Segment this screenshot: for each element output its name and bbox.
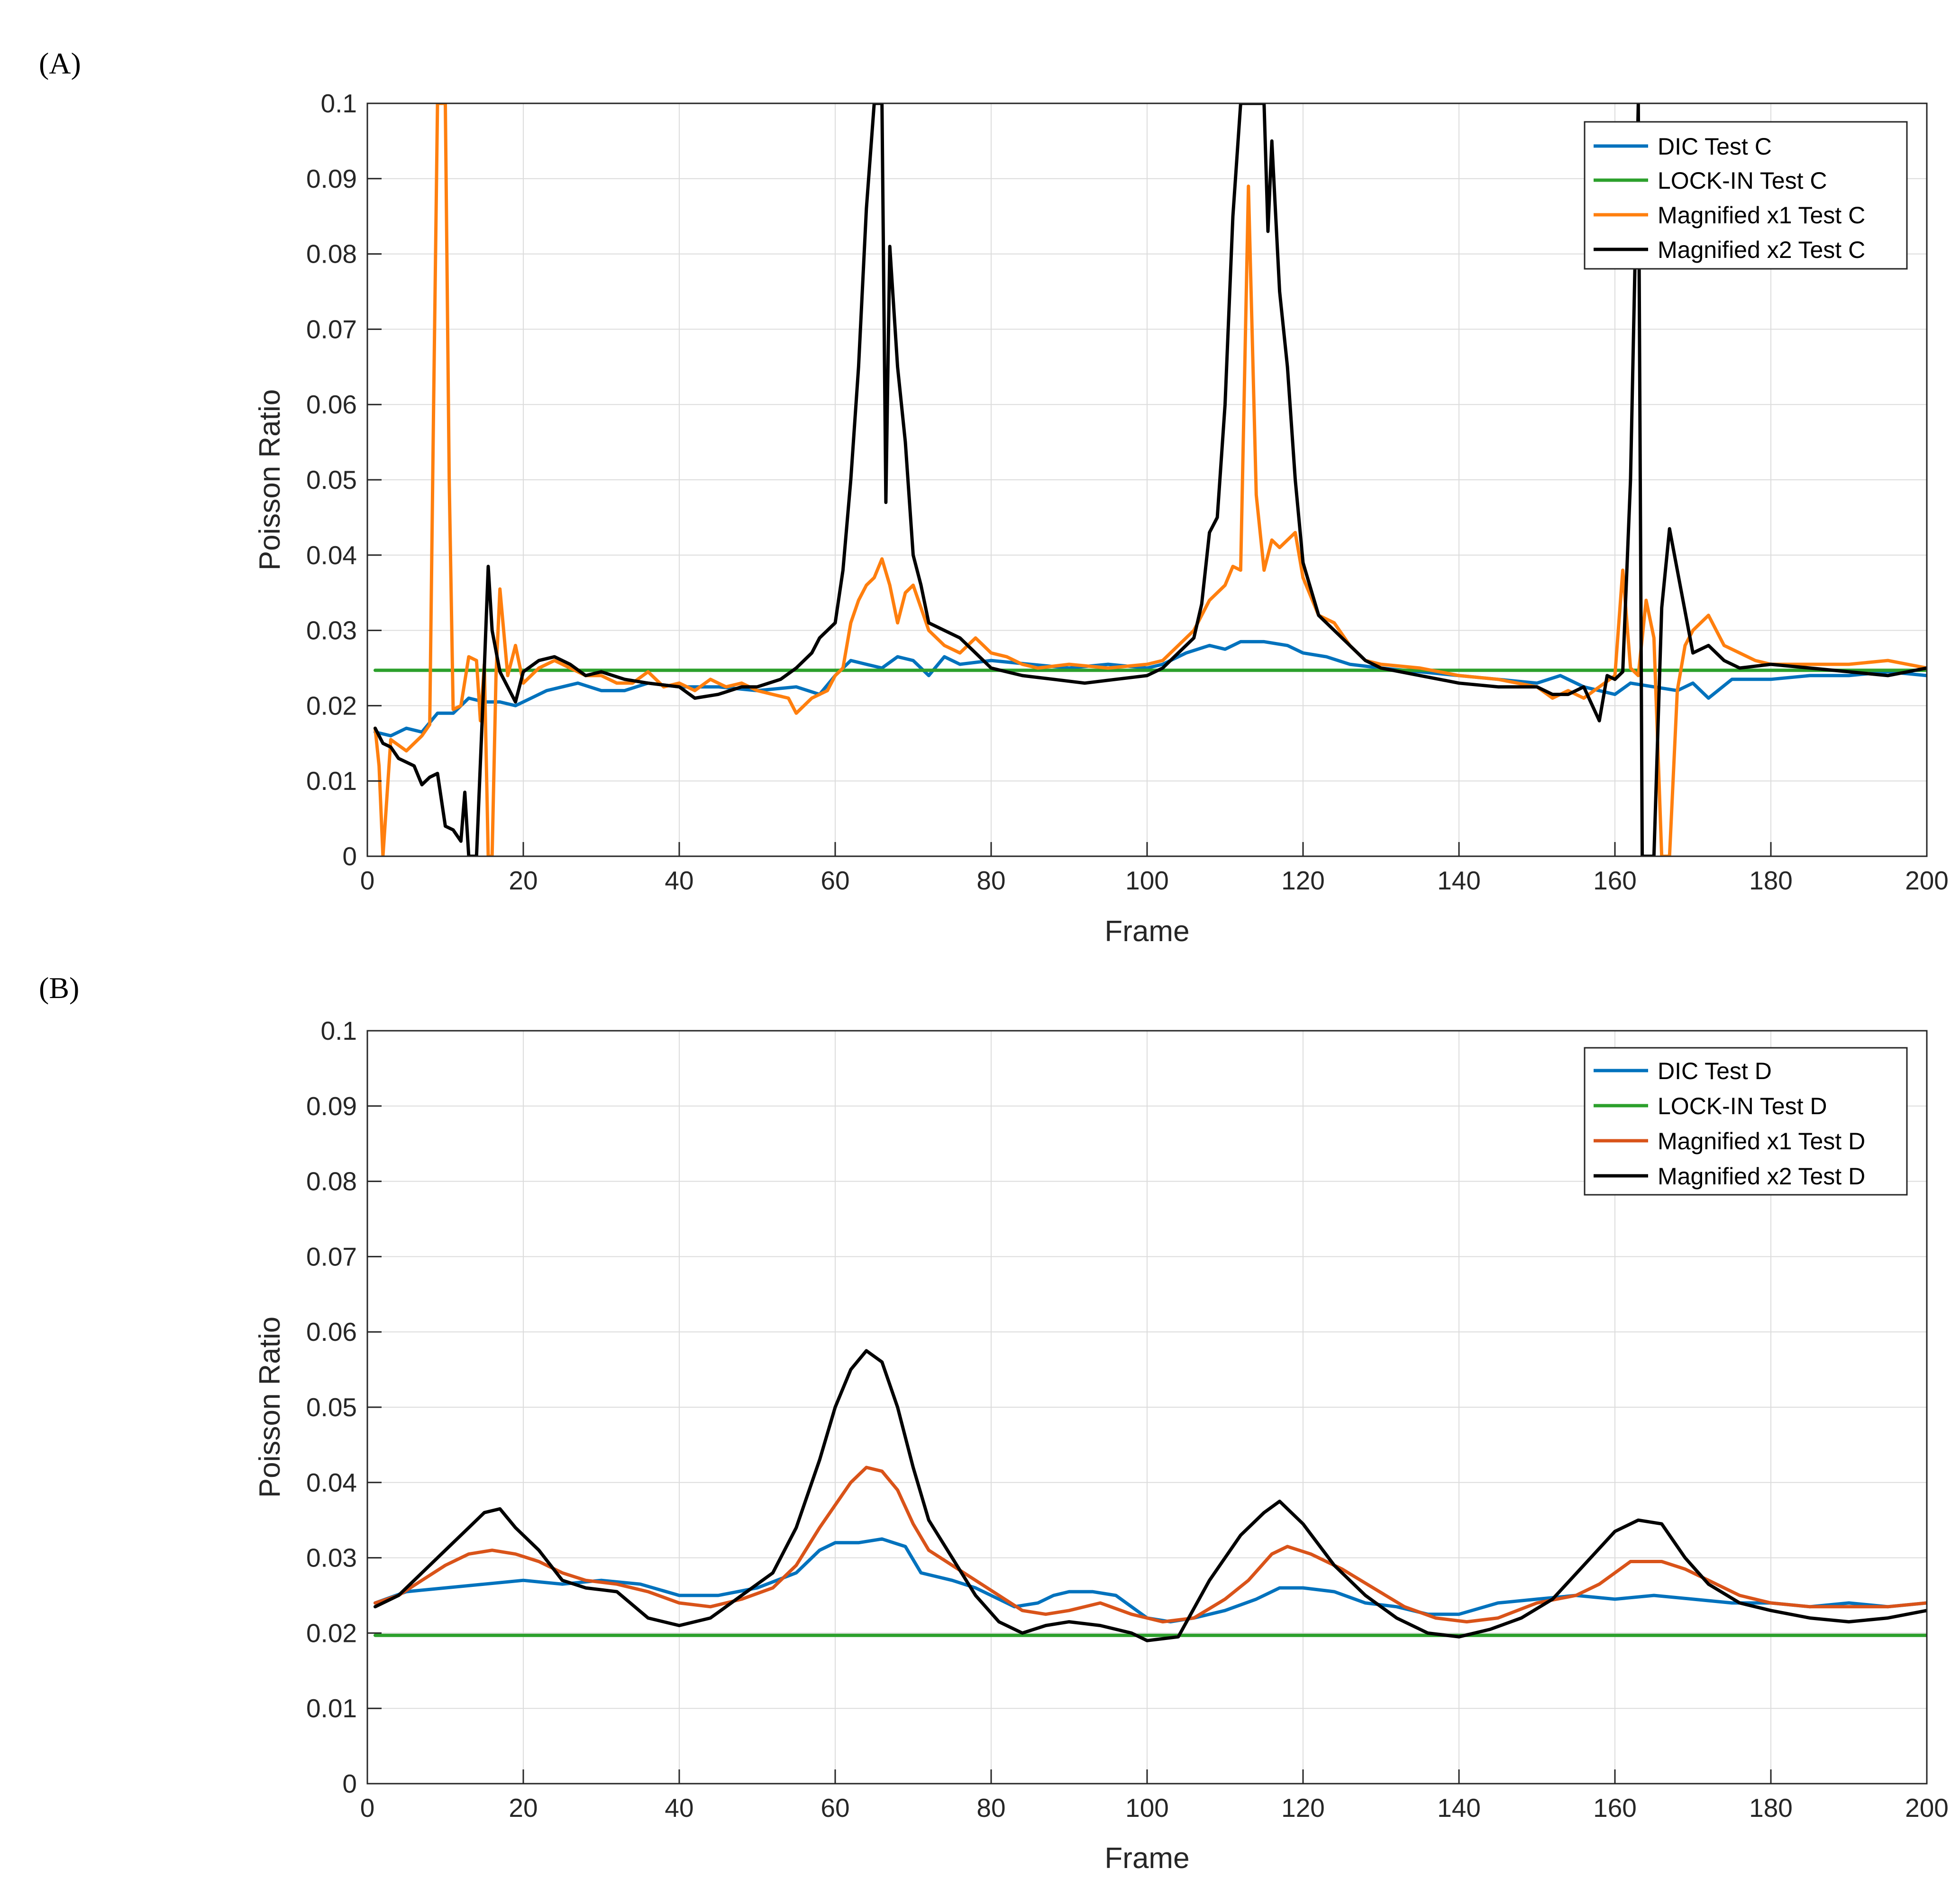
y-tick-label-b-1: 0.01	[306, 1694, 357, 1723]
x-tick-label-b-0: 0	[360, 1793, 375, 1823]
y-tick-label-b-4: 0.04	[306, 1468, 357, 1497]
legend-entry-a-2: Magnified x1 Test C	[1658, 202, 1865, 229]
y-tick-label-a-8: 0.08	[306, 239, 357, 269]
y-tick-label-a-5: 0.05	[306, 465, 357, 495]
y-tick-label-b-0: 0	[342, 1769, 357, 1798]
x-tick-label-a-5: 100	[1125, 866, 1169, 895]
legend-b: DIC Test D LOCK-IN Test D Magnified x1 T…	[1584, 1047, 1908, 1196]
x-tick-label-b-2: 40	[665, 1793, 693, 1823]
y-tick-label-b-8: 0.08	[306, 1167, 357, 1196]
y-tick-label-a-4: 0.04	[306, 540, 357, 570]
x-tick-label-b-3: 60	[820, 1793, 849, 1823]
x-tick-label-a-6: 120	[1281, 866, 1325, 895]
series-line-b-3	[374, 1349, 1927, 1642]
y-tick-label-b-5: 0.05	[306, 1392, 357, 1422]
series-line-a-3	[374, 103, 1927, 856]
series-lines-b	[374, 1349, 1927, 1642]
series-line-b-2	[374, 1466, 1927, 1624]
x-tick-label-b-1: 20	[509, 1793, 538, 1823]
y-tick-label-a-9: 0.09	[306, 164, 357, 193]
x-tick-label-a-8: 160	[1593, 866, 1637, 895]
x-tick-label-a-0: 0	[360, 866, 375, 895]
y-tick-label-a-3: 0.03	[306, 616, 357, 645]
legend-entry-a-0: DIC Test C	[1658, 133, 1772, 160]
y-tick-label-a-6: 0.06	[306, 390, 357, 419]
y-axis-label-a: Poisson Ratio	[254, 389, 286, 571]
x-tick-label-a-9: 180	[1749, 866, 1793, 895]
panel-a: (A) 0 20 40 60 80 100 120 140 160 180 200 0 0.01 0.02…	[39, 46, 1949, 948]
y-tick-label-b-3: 0.03	[306, 1543, 357, 1573]
series-line-b-0	[374, 1537, 1927, 1624]
x-tick-label-b-9: 180	[1749, 1793, 1793, 1823]
y-axis-label-b: Poisson Ratio	[254, 1317, 286, 1498]
ticks-b: 0 20 40 60 80 100 120 140 160 180 200 0 0.01 0.02 0.03…	[306, 1016, 1949, 1823]
x-tick-label-b-10: 200	[1905, 1793, 1949, 1823]
y-tick-label-b-2: 0.02	[306, 1618, 357, 1648]
y-tick-label-a-7: 0.07	[306, 314, 357, 344]
x-tick-label-b-6: 120	[1281, 1793, 1325, 1823]
x-tick-label-b-4: 80	[976, 1793, 1005, 1823]
x-tick-label-a-3: 60	[820, 866, 849, 895]
x-tick-label-b-8: 160	[1593, 1793, 1637, 1823]
x-tick-label-a-2: 40	[665, 866, 693, 895]
legend-entry-b-1: LOCK-IN Test D	[1658, 1093, 1827, 1119]
x-axis-label-a: Frame	[1104, 915, 1189, 948]
x-tick-label-a-10: 200	[1905, 866, 1949, 895]
x-axis-label-b: Frame	[1104, 1842, 1189, 1875]
ticks-a: 0 20 40 60 80 100 120 140 160 180 200 0 0.01 0.02 0.03…	[306, 89, 1949, 895]
x-tick-label-b-7: 140	[1437, 1793, 1481, 1823]
x-tick-label-a-1: 20	[509, 866, 538, 895]
series-line-a-0	[374, 640, 1927, 738]
x-tick-label-a-4: 80	[976, 866, 1005, 895]
legend-entry-b-0: DIC Test D	[1658, 1058, 1772, 1084]
y-tick-label-b-10: 0.1	[321, 1016, 357, 1045]
panel-label-b: (B)	[39, 971, 79, 1005]
legend-box-b	[1584, 1047, 1908, 1196]
legend-entry-a-1: LOCK-IN Test C	[1658, 167, 1827, 194]
series-line-a-2	[374, 103, 1927, 856]
y-tick-label-a-0: 0	[342, 842, 357, 871]
panel-b: (B) 0 20 40 60 80 100 120 140 160 180 200 0 0.01 0.02…	[39, 971, 1949, 1875]
y-tick-label-a-1: 0.01	[306, 766, 357, 796]
y-tick-label-a-10: 0.1	[321, 89, 357, 118]
y-tick-label-b-6: 0.06	[306, 1317, 357, 1347]
x-tick-label-a-7: 140	[1437, 866, 1481, 895]
legend-entry-a-3: Magnified x2 Test C	[1658, 237, 1865, 263]
legend-entry-b-3: Magnified x2 Test D	[1658, 1163, 1865, 1190]
y-tick-label-a-2: 0.02	[306, 691, 357, 720]
legend-a: DIC Test C LOCK-IN Test C Magnified x1 T…	[1584, 121, 1908, 270]
series-lines-a	[374, 103, 1927, 856]
legend-entry-b-2: Magnified x1 Test D	[1658, 1128, 1865, 1154]
x-tick-label-b-5: 100	[1125, 1793, 1169, 1823]
y-tick-label-b-7: 0.07	[306, 1242, 357, 1271]
panel-label-a: (A)	[39, 46, 81, 80]
y-tick-label-b-9: 0.09	[306, 1091, 357, 1121]
